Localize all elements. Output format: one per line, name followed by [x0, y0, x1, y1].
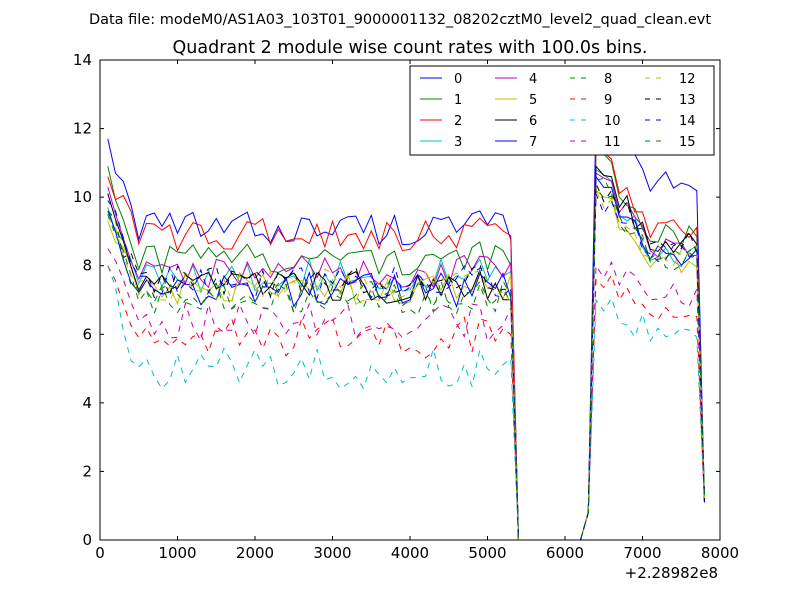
plot-area	[107, 112, 705, 541]
legend-label-3: 3	[454, 135, 462, 150]
x-tick-label: 5000	[468, 544, 506, 562]
legend-frame	[409, 65, 715, 156]
x-axis: 0 1000 2000 3000 4000 5000 6000 7000 8000	[95, 60, 739, 562]
legend-label-8: 8	[604, 72, 612, 87]
legend-label-4: 4	[529, 72, 537, 87]
legend-label-9: 9	[604, 93, 612, 108]
x-tick-label: 2000	[236, 544, 274, 562]
legend-label-5: 5	[529, 93, 537, 108]
y-tick-label: 4	[82, 394, 92, 412]
x-tick-label: 1000	[158, 544, 196, 562]
x-tick-label: 4000	[391, 544, 429, 562]
x-tick-label: 7000	[623, 544, 661, 562]
series-line-14	[107, 193, 705, 541]
chart-title: Quadrant 2 module wise count rates with …	[173, 38, 648, 58]
legend-label-11: 11	[604, 135, 621, 150]
legend-label-6: 6	[529, 114, 537, 129]
series-line-13	[107, 183, 705, 541]
series-line-15	[107, 177, 705, 541]
series-line-11	[107, 248, 705, 541]
legend-label-13: 13	[679, 93, 696, 108]
x-offset-label: +2.28982e8	[625, 564, 718, 582]
y-tick-label: 12	[73, 120, 92, 138]
legend-label-0: 0	[454, 72, 462, 87]
series-line-4	[107, 172, 705, 541]
series-line-6	[107, 164, 705, 541]
x-tick-label: 3000	[313, 544, 351, 562]
figure-suptitle: Data file: modeM0/AS1A03_103T01_90000011…	[89, 12, 711, 28]
x-tick-label: 0	[95, 544, 105, 562]
legend-label-2: 2	[454, 114, 462, 129]
y-tick-label: 14	[73, 51, 92, 69]
series-line-7	[107, 175, 705, 541]
legend-label-1: 1	[454, 93, 462, 108]
y-tick-label: 2	[82, 462, 92, 480]
legend-label-10: 10	[604, 114, 621, 129]
legend-label-14: 14	[679, 114, 696, 129]
series-line-9	[107, 265, 705, 541]
legend-label-15: 15	[679, 135, 696, 150]
series-line-8	[107, 185, 705, 541]
y-tick-label: 6	[82, 325, 92, 343]
x-tick-label: 6000	[546, 544, 584, 562]
x-tick-label: 8000	[701, 544, 739, 562]
legend-label-12: 12	[679, 72, 696, 87]
y-tick-label: 8	[82, 257, 92, 275]
legend-label-7: 7	[529, 135, 537, 150]
y-tick-label: 0	[82, 531, 92, 549]
y-tick-label: 10	[73, 188, 92, 206]
